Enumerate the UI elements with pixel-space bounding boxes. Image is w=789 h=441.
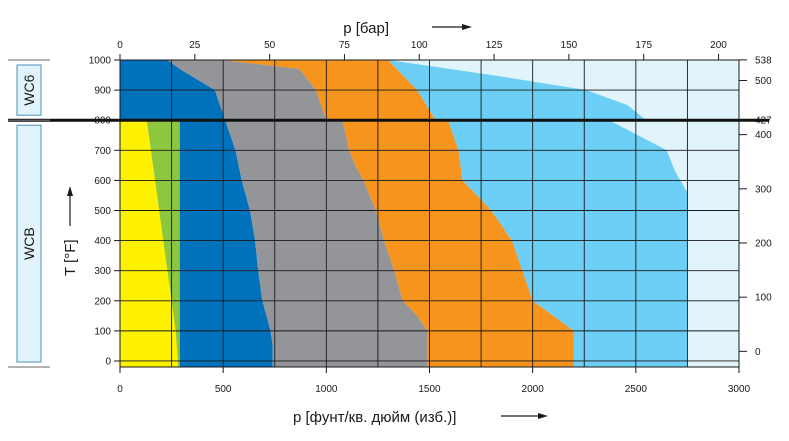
left-tick-label: 0: [105, 356, 111, 367]
right-tick-label: 500: [755, 76, 772, 87]
left-tick-label: 800: [94, 116, 111, 127]
top-tick-label: 100: [411, 40, 428, 51]
bottom-tick-label: 2000: [522, 384, 545, 395]
top-tick-label: 150: [561, 40, 578, 51]
right-tick-label: 0: [755, 347, 761, 358]
wcb-dark-blue-area: [179, 120, 273, 367]
bottom-tick-label: 3000: [728, 384, 751, 395]
top-tick-label: 50: [264, 40, 276, 51]
wcb-yellow-area: [120, 120, 178, 367]
left-tick-label: 300: [94, 266, 111, 277]
top-axis-title: p [бар]: [343, 20, 389, 37]
top-tick-label: 175: [635, 40, 652, 51]
wcb-orange-area: [342, 120, 574, 367]
wcb-material-label: WCB: [21, 227, 37, 260]
bottom-tick-label: 1000: [315, 384, 338, 395]
top-axis-arrow-icon: [432, 24, 472, 30]
right-tick-label: 427: [755, 116, 772, 127]
right-tick-label: 400: [755, 130, 772, 141]
bottom-tick-label: 2500: [625, 384, 648, 395]
top-tick-label: 200: [710, 40, 727, 51]
wcb-light-blue-area: [448, 120, 688, 367]
left-tick-label: 1000: [89, 56, 112, 67]
wc6-material-label: WC6: [21, 74, 37, 105]
top-tick-label: 0: [117, 40, 123, 51]
bottom-tick-label: 0: [117, 384, 123, 395]
right-tick-label: 538: [755, 55, 772, 66]
material-labels: WC6 WCB: [8, 59, 50, 368]
left-axis-title: T [°F]: [62, 239, 79, 276]
area-layer: [120, 60, 688, 367]
left-axis-arrow-icon: [67, 186, 73, 226]
wcb-green-area: [120, 120, 180, 367]
bottom-tick-label: 1500: [418, 384, 441, 395]
bottom-axis-title: p [фунт/кв. дюйм (изб.)]: [293, 409, 456, 426]
left-tick-label: 600: [94, 176, 111, 187]
top-tick-label: 25: [189, 40, 201, 51]
bottom-axis-arrow-icon: [501, 413, 548, 419]
wcb-label-box: [16, 124, 42, 363]
right-tick-label: 300: [755, 184, 772, 195]
wc6-label-box: [16, 64, 42, 116]
top-tick-label: 125: [486, 40, 503, 51]
left-tick-label: 500: [94, 206, 111, 217]
left-tick-label: 400: [94, 236, 111, 247]
left-tick-label: 200: [94, 296, 111, 307]
top-tick-label: 75: [339, 40, 351, 51]
left-tick-label: 900: [94, 86, 111, 97]
right-tick-label: 200: [755, 238, 772, 249]
left-tick-label: 700: [94, 146, 111, 157]
left-tick-label: 100: [94, 326, 111, 337]
right-tick-label: 100: [755, 293, 772, 304]
bottom-tick-label: 500: [215, 384, 232, 395]
